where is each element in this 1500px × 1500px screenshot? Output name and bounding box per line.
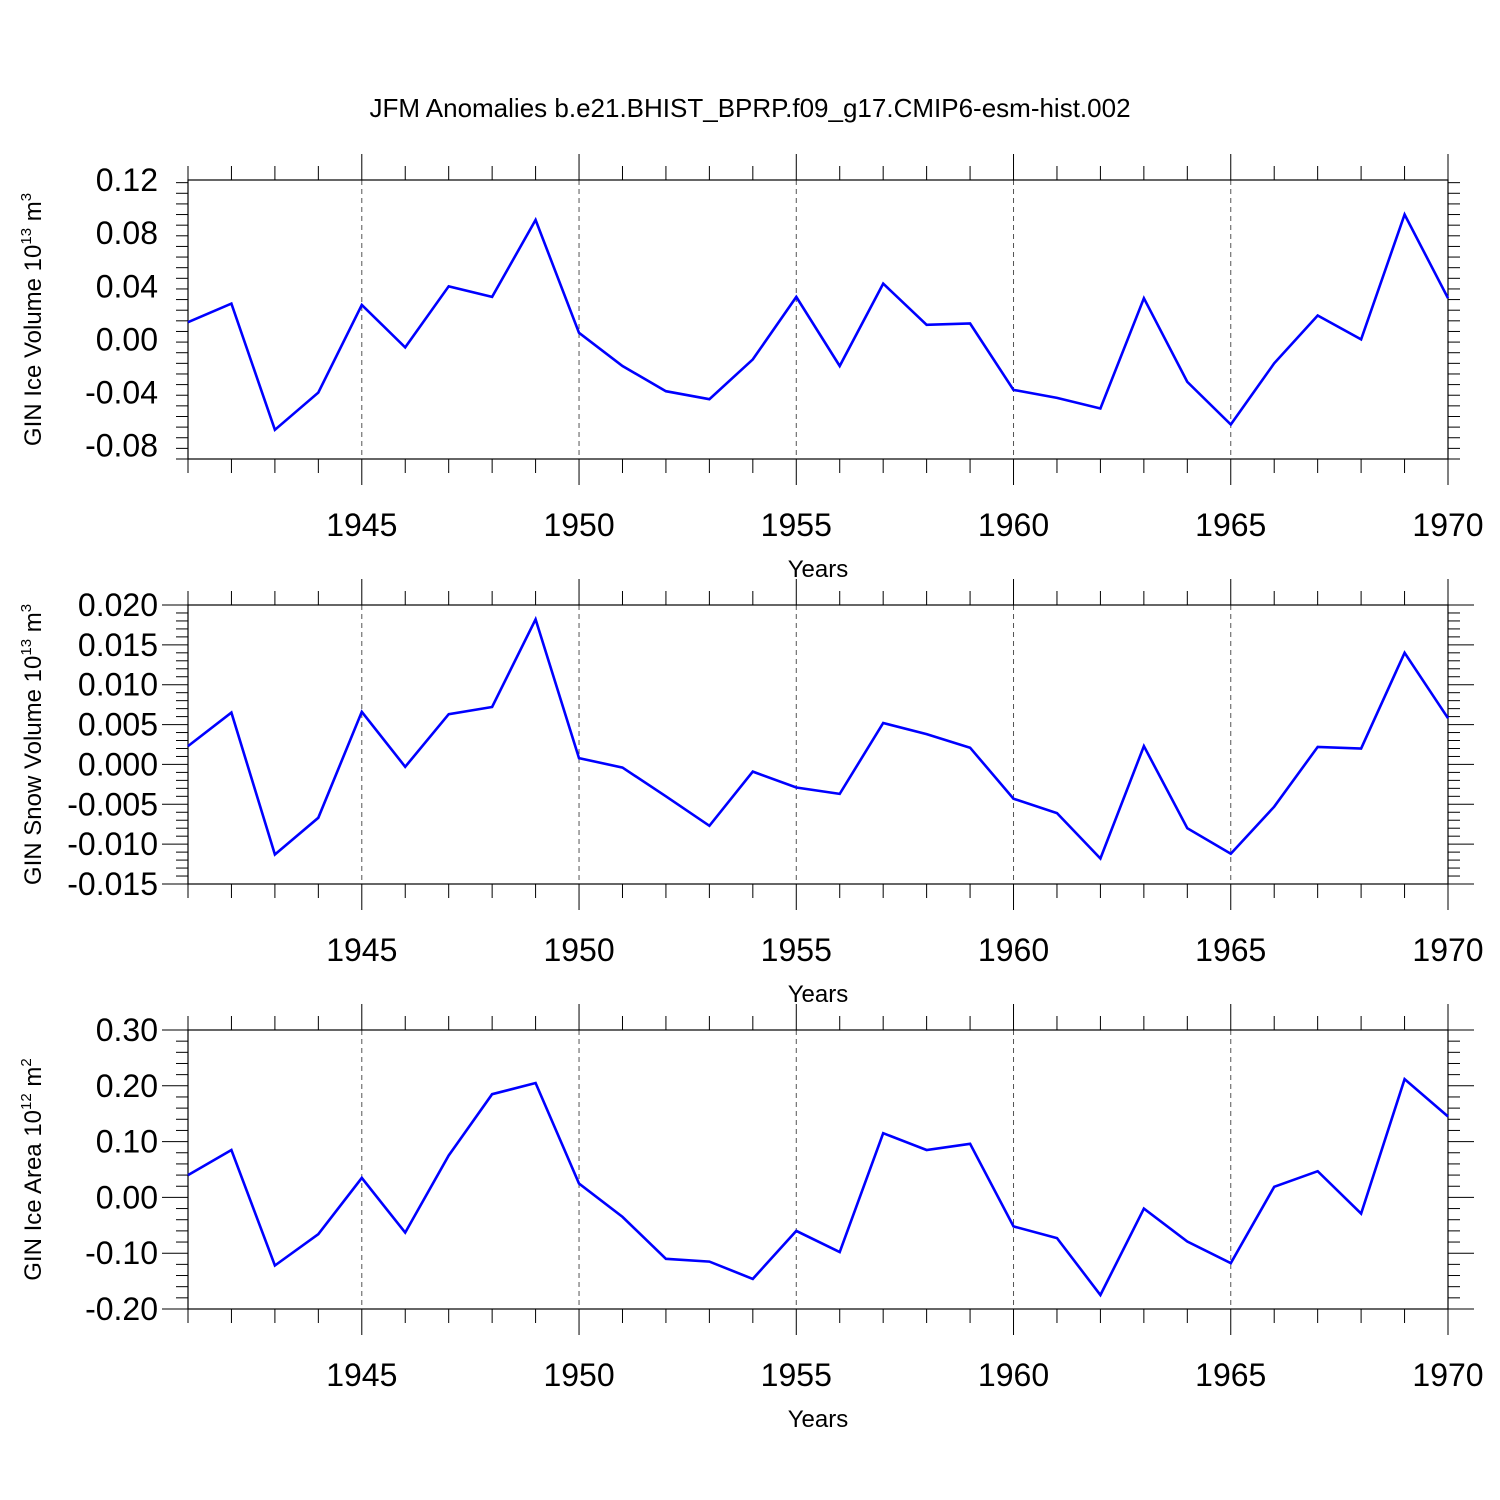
x-tick-label: 1955 [761,507,832,543]
y-tick-label: 0.10 [96,1124,158,1160]
x-tick-label: 1945 [326,1357,397,1393]
plot-frame [187,604,1449,885]
y-tick-label: -0.04 [85,375,158,411]
y-axis-label: GIN Snow Volume 1013 m3 [18,604,47,885]
y-tick-label: 0.30 [96,1012,158,1048]
x-axis-label: Years [788,556,849,583]
y-tick-label: 0.08 [96,215,158,251]
chart-title: JFM Anomalies b.e21.BHIST_BPRP.f09_g17.C… [369,93,1130,123]
y-tick-label: -0.08 [85,428,158,464]
y-tick-label: 0.04 [96,268,158,304]
y-tick-label: 0.20 [96,1068,158,1104]
panel-3: 0.30 0.20 0.10 0.00 -0.10 -0.20 1945 1950 1955 19… [18,1004,1484,1433]
x-tick-label: 1965 [1195,1357,1266,1393]
x-tick-label: 1950 [543,507,614,543]
y-axis-label: GIN Ice Area 1012 m2 [18,1058,47,1280]
x-tick-label: 1970 [1412,507,1483,543]
y-tick-label: -0.005 [67,786,158,822]
x-tick-label: 1965 [1195,932,1266,968]
plot-frame [187,1029,1449,1310]
x-axis-label: Years [788,1406,849,1433]
series-line [187,615,1450,861]
x-tick-label: 1970 [1412,1357,1483,1393]
x-tick-label: 1945 [326,507,397,543]
series-line [187,211,1450,433]
x-tick-label: 1965 [1195,507,1266,543]
y-tick-label: 0.12 [96,162,158,198]
y-tick-label: -0.010 [67,826,158,862]
panel-1: 0.12 0.08 0.04 0.00 -0.04 -0.08 1945 1950 1955 19… [18,154,1484,583]
x-tick-label: 1970 [1412,932,1483,968]
y-tick-label: 0.000 [78,746,158,782]
x-axis-label: Years [788,981,849,1008]
plot-frame [187,179,1449,460]
y-tick-label: 0.020 [78,587,158,623]
x-tick-label: 1950 [543,1357,614,1393]
y-tick-label: -0.20 [85,1291,158,1327]
x-tick-label: 1960 [978,932,1049,968]
x-tick-label: 1960 [978,507,1049,543]
x-tick-label: 1945 [326,932,397,968]
x-tick-label: 1950 [543,932,614,968]
y-tick-label: -0.015 [67,866,158,902]
y-tick-label: 0.005 [78,707,158,743]
y-tick-label: 0.00 [96,1179,158,1215]
x-tick-label: 1960 [978,1357,1049,1393]
x-tick-label: 1955 [761,1357,832,1393]
y-tick-label: 0.015 [78,627,158,663]
y-axis-label: GIN Ice Volume 1013 m3 [18,193,47,446]
y-tick-label: 0.00 [96,321,158,357]
series-line [187,1076,1449,1298]
x-tick-label: 1955 [761,932,832,968]
y-tick-label: -0.10 [85,1235,158,1271]
y-tick-label: 0.010 [78,667,158,703]
